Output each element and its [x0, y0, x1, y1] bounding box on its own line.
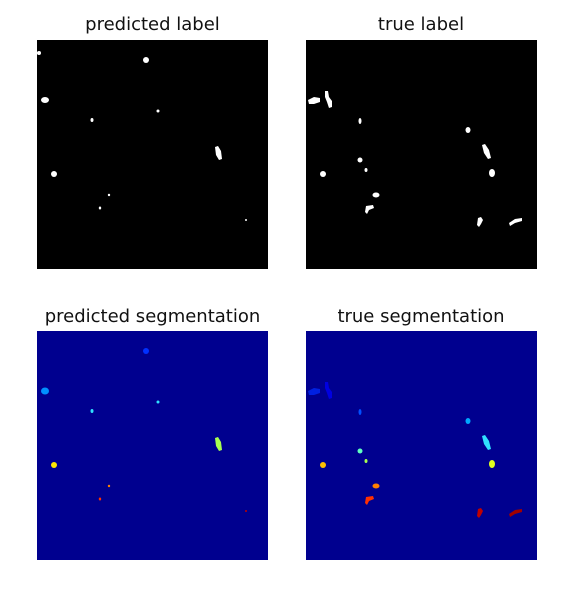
panel-title-predicted-label: predicted label	[85, 14, 220, 35]
panel-title-true-segmentation: true segmentation	[337, 306, 505, 327]
predicted-label-image	[37, 40, 268, 269]
true-label-image	[306, 40, 537, 269]
predicted-label-mask	[37, 40, 268, 269]
true-segmentation-map	[306, 331, 537, 560]
true-label-mask	[306, 40, 537, 269]
predicted-segmentation-image	[37, 331, 268, 560]
true-segmentation-image	[306, 331, 537, 560]
panel-title-predicted-segmentation: predicted segmentation	[44, 306, 261, 327]
panel-title-true-label: true label	[377, 14, 465, 35]
predicted-segmentation-map	[37, 331, 268, 560]
